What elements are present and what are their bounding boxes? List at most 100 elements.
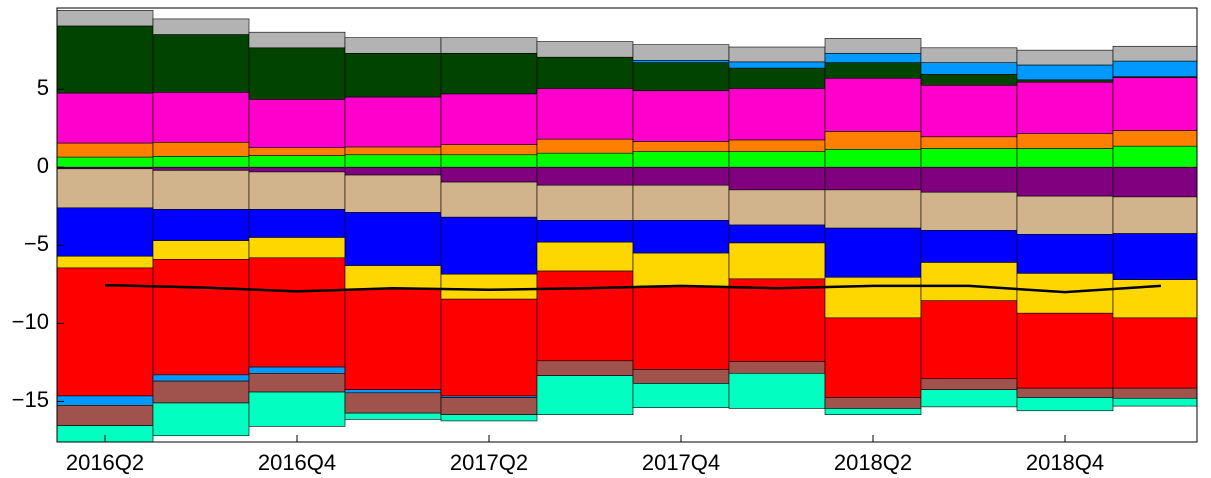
bar-segment [632,62,730,92]
bar-segment [1016,64,1114,81]
bar-segment [632,166,730,186]
bar-segment [1112,317,1197,389]
bar-segment [1112,166,1197,198]
bar-segment [440,414,538,422]
bar-segment [536,220,634,243]
bar-segment [344,174,442,213]
bar-segment [440,154,538,168]
bar-segment [440,166,538,183]
plot-area [57,10,1197,442]
bar-segment [632,90,730,142]
bar-segment [1112,45,1197,62]
bar-segment [728,67,826,89]
bar-segment [152,92,250,143]
bar-segment [248,166,346,173]
bar-segment [632,59,730,63]
bar-segment [632,44,730,61]
bar-segment [57,207,154,257]
bar-segment [57,156,154,168]
bar-segment [344,288,442,391]
bar-segment [824,166,922,191]
bar-segment [344,37,442,54]
bar-segment [344,412,442,420]
bar-segment [536,184,634,221]
bar-segment [824,397,922,409]
bar-segment [440,144,538,156]
bar-segment [824,148,922,168]
bar-segment [440,216,538,275]
bar-segment [728,224,826,244]
bar-segment [920,136,1018,149]
bar-segment [1112,60,1197,77]
line [104,283,1162,294]
bar-segment [152,209,250,241]
bar-segment [536,270,634,362]
bar-segment [1112,387,1197,399]
bar-segment [344,154,442,168]
bar-segment [536,41,634,58]
bar-segment [152,240,250,260]
bar-segment [920,148,1018,168]
bar-segment [440,52,538,95]
bar-segment [1112,130,1197,147]
bar-segment [536,360,634,376]
bar-segment [536,152,634,168]
bar-segment [248,31,346,49]
bar-segment [248,391,346,427]
bar-segment [1016,79,1114,83]
bar-segment [920,191,1018,231]
bar-segment [248,373,346,393]
bar-segment [920,378,1018,391]
bar-segment [152,18,250,35]
bar-segment [1112,145,1197,168]
bar-segment [57,10,154,27]
y-tick-label: 0 [37,153,49,178]
bar-segment [632,369,730,384]
bar-segment [440,93,538,145]
x-tick-label: 2017Q4 [642,450,720,475]
bar-segment [632,141,730,152]
x-tick-label: 2016Q4 [258,450,336,475]
plot-frame [56,7,1198,443]
bar-segment [57,405,154,426]
bar-segment [440,37,538,54]
bar-segment [824,62,922,79]
bar-segment [632,383,730,408]
x-tick-label: 2016Q2 [66,450,144,475]
bar-segment [824,77,922,132]
bar-segment [57,168,154,209]
bar-segment [152,156,250,168]
bar-segment [152,166,250,171]
bar-segment [728,166,826,191]
bar-segment [632,286,730,370]
bar-segment [1016,312,1114,389]
bar-segment [1016,148,1114,168]
x-tick-label: 2018Q2 [834,450,912,475]
bar-segment [152,402,250,437]
bar-segment [920,262,1018,302]
bar-segment [920,84,1018,138]
bar-segment [1112,279,1197,319]
bar-segment [152,34,250,93]
bar-segment [728,373,826,409]
bar-segment [920,389,1018,408]
bar-segment [344,392,442,414]
bar-segment [344,96,442,148]
bar-segment [920,300,1018,380]
y-tick-label: −5 [24,231,49,256]
bar-segment [152,170,250,210]
x-tick-label: 2018Q4 [1026,450,1104,475]
bar-segment [1016,387,1114,398]
bar-segment [344,146,442,156]
bar-segment [728,189,826,226]
bar-segment [920,166,1018,193]
bar-segment [344,52,442,98]
bar-segment [248,171,346,210]
bar-segment [824,189,922,229]
bar-segment [248,237,346,259]
bar-segment [1016,234,1114,274]
bar-segment [824,52,922,63]
bar-segment [728,151,826,168]
bar-segment [1016,81,1114,134]
bar-segment [1016,133,1114,149]
